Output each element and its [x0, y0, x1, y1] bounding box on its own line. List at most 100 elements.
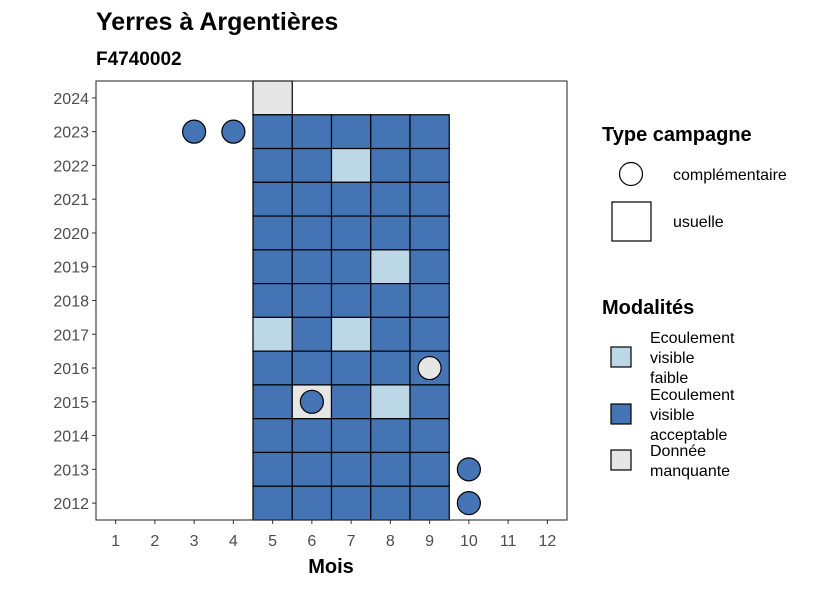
tile-usuelle-2023-8	[370, 114, 411, 150]
tile-usuelle-2013-5	[252, 451, 293, 487]
legend-label-faible-1: visible	[650, 350, 695, 367]
tile-usuelle-2024-5	[252, 80, 293, 116]
tile-usuelle-2017-7	[330, 316, 372, 352]
tile-usuelle-2023-6	[291, 114, 333, 150]
x-axis-title: Mois	[308, 556, 354, 578]
tile-usuelle-2021-5	[252, 181, 293, 217]
tile-usuelle-2019-5	[252, 249, 293, 285]
tile-usuelle-2016-8	[370, 350, 411, 386]
point-complementaire-2013-10	[456, 457, 481, 482]
legend-type-campagne: Type campagne complémentaire usuelle	[602, 124, 787, 242]
tile-usuelle-2016-5	[252, 350, 293, 386]
y-tick-label-2024: 2024	[53, 91, 89, 108]
legend-label-usuelle: usuelle	[673, 214, 724, 231]
legend-key-faible	[610, 346, 632, 368]
y-tick-label-2020: 2020	[53, 226, 89, 243]
tile-usuelle-2018-7	[330, 283, 372, 318]
tile-usuelle-2022-9	[409, 147, 450, 183]
tile-usuelle-2015-7	[330, 384, 372, 420]
x-tick-label-7: 7	[347, 533, 356, 550]
tile-usuelle-2014-9	[409, 418, 450, 454]
tile-usuelle-2015-5	[252, 384, 293, 420]
legend-square-key	[611, 201, 652, 242]
legend-circle-key	[618, 161, 644, 187]
legend-label-manquante-1: manquante	[650, 463, 730, 480]
tile-usuelle-2019-6	[291, 249, 333, 285]
tile-usuelle-2017-8	[370, 316, 411, 352]
x-tick-label-3: 3	[190, 533, 199, 550]
tile-usuelle-2018-5	[252, 283, 293, 318]
tile-usuelle-2017-5	[252, 316, 293, 352]
tile-usuelle-2012-7	[330, 485, 372, 521]
legend-label-faible-2: faible	[650, 370, 688, 387]
tile-usuelle-2022-8	[370, 147, 411, 183]
y-axis: 2012 2013 2014 2015 2016 2017 2018 2019 2020 2021…	[53, 91, 96, 513]
tile-usuelle-2021-7	[330, 181, 372, 217]
tile-usuelle-2014-7	[330, 418, 372, 454]
chart-subtitle: F4740002	[96, 49, 182, 70]
tile-usuelle-2014-5	[252, 418, 293, 454]
y-tick-label-2017: 2017	[53, 327, 89, 344]
y-tick-label-2015: 2015	[53, 395, 89, 412]
tile-usuelle-2020-9	[409, 215, 450, 251]
legend-modalites: Modalités EcoulementvisiblefaibleEcoulem…	[602, 297, 735, 480]
tile-usuelle-2018-8	[370, 283, 411, 318]
y-tick-label-2012: 2012	[53, 496, 89, 513]
tile-usuelle-2014-8	[370, 418, 411, 454]
x-tick-label-8: 8	[386, 533, 395, 550]
legend-key-acceptable	[610, 403, 632, 425]
y-tick-label-2019: 2019	[53, 260, 89, 277]
y-tick-label-2014: 2014	[53, 429, 89, 446]
x-tick-label-2: 2	[150, 533, 159, 550]
point-complementaire-2023-4	[221, 119, 246, 144]
tile-usuelle-2012-6	[291, 485, 333, 521]
legend-label-manquante-0: Donnée	[650, 443, 706, 460]
tile-usuelle-2013-6	[291, 451, 333, 487]
y-tick-label-2013: 2013	[53, 462, 89, 479]
legend-label-acceptable-2: acceptable	[650, 427, 727, 444]
tile-usuelle-2023-9	[409, 114, 450, 150]
x-tick-label-12: 12	[538, 533, 556, 550]
tile-usuelle-2023-5	[252, 114, 293, 150]
legend-modalites-title: Modalités	[602, 297, 694, 319]
tile-usuelle-2018-9	[409, 283, 450, 318]
y-tick-label-2018: 2018	[53, 294, 89, 311]
chart-title: Yerres à Argentières	[96, 8, 338, 36]
tile-usuelle-2016-7	[330, 350, 372, 386]
tile-usuelle-2021-6	[291, 181, 333, 217]
x-tick-label-11: 11	[500, 533, 517, 550]
tile-usuelle-2020-7	[330, 215, 372, 251]
tile-usuelle-2022-5	[252, 147, 293, 183]
x-tick-label-10: 10	[460, 533, 478, 550]
tile-usuelle-2012-5	[252, 485, 293, 521]
tile-usuelle-2013-7	[330, 451, 372, 487]
point-complementaire-2023-3	[182, 119, 207, 144]
tile-usuelle-2020-5	[252, 215, 293, 251]
tile-usuelle-2012-8	[370, 485, 411, 521]
tile-usuelle-2019-8	[370, 249, 411, 285]
tile-usuelle-2021-8	[370, 181, 411, 217]
point-complementaire-2012-10	[456, 491, 481, 516]
tile-usuelle-2023-7	[330, 114, 372, 150]
x-tick-label-1: 1	[111, 533, 120, 550]
tile-usuelle-2022-7	[330, 147, 372, 183]
legend-type-title: Type campagne	[602, 124, 752, 146]
tile-usuelle-2015-9	[409, 384, 450, 420]
point-complementaire-2016-9	[417, 355, 442, 381]
y-tick-label-2022: 2022	[53, 158, 89, 175]
tile-usuelle-2018-6	[291, 283, 333, 318]
x-axis: 1 2 3 4 5 6 7 8 9 10 11 12	[111, 520, 556, 550]
tile-usuelle-2017-9	[409, 316, 450, 352]
x-tick-label-5: 5	[268, 533, 277, 550]
tile-usuelle-2019-7	[330, 249, 372, 285]
y-tick-label-2021: 2021	[53, 192, 89, 209]
x-tick-label-4: 4	[229, 533, 238, 550]
tile-usuelle-2013-9	[409, 451, 450, 487]
tile-usuelle-2020-8	[370, 215, 411, 251]
legend-label-acceptable-0: Ecoulement	[650, 387, 735, 404]
plot-panel	[95, 80, 568, 521]
tile-usuelle-2021-9	[409, 181, 450, 217]
legend-label-complementaire: complémentaire	[673, 167, 787, 184]
tile-usuelle-2016-6	[291, 350, 333, 386]
